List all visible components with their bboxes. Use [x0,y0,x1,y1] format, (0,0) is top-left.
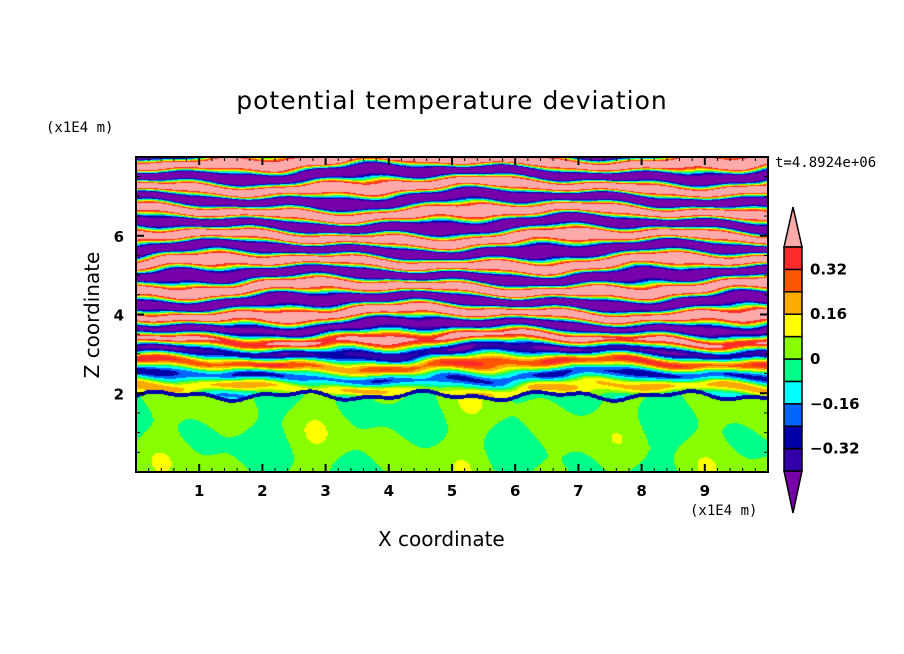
plot-frame [135,156,769,473]
x-tick-label: 1 [194,482,204,500]
colorbar-swatch [783,380,803,405]
x-tick-label: 7 [573,482,583,500]
y-tick-label: 6 [114,228,124,246]
x-tick-label: 3 [320,482,330,500]
x-tick-label: 5 [447,482,457,500]
colorbar-swatch [783,403,803,427]
x-tick-label: 6 [510,482,520,500]
colorbar-swatch [783,358,803,383]
colorbar-label: 0.16 [810,305,847,323]
x-axis-label: X coordinate [378,527,505,551]
colorbar-label: −0.32 [810,440,860,458]
x-tick-label: 9 [700,482,710,500]
contour-field [136,157,768,472]
colorbar-swatch [783,447,803,472]
colorbar-label: 0 [810,350,820,368]
x-tick-label: 2 [257,482,267,500]
chart-title: potential temperature deviation [236,86,668,115]
colorbar-label: 0.32 [810,260,847,278]
time-label: t=4.8924e+06 [775,155,877,171]
y-unit-label: (x1E4 m) [46,120,114,136]
colorbar-swatch [783,425,803,450]
colorbar-swatch [783,313,803,338]
y-tick-label: 2 [114,385,124,403]
colorbar-under-triangle [783,470,803,514]
colorbar-over-triangle [783,206,803,248]
colorbar-swatch [783,291,803,315]
colorbar-swatch [783,268,803,293]
x-unit-label: (x1E4 m) [690,503,758,519]
colorbar-label: −0.16 [810,395,860,413]
x-tick-label: 8 [636,482,646,500]
colorbar-swatch [783,335,803,360]
x-tick-label: 4 [384,482,394,500]
colorbar-swatch [783,246,803,271]
y-tick-label: 4 [114,307,124,325]
